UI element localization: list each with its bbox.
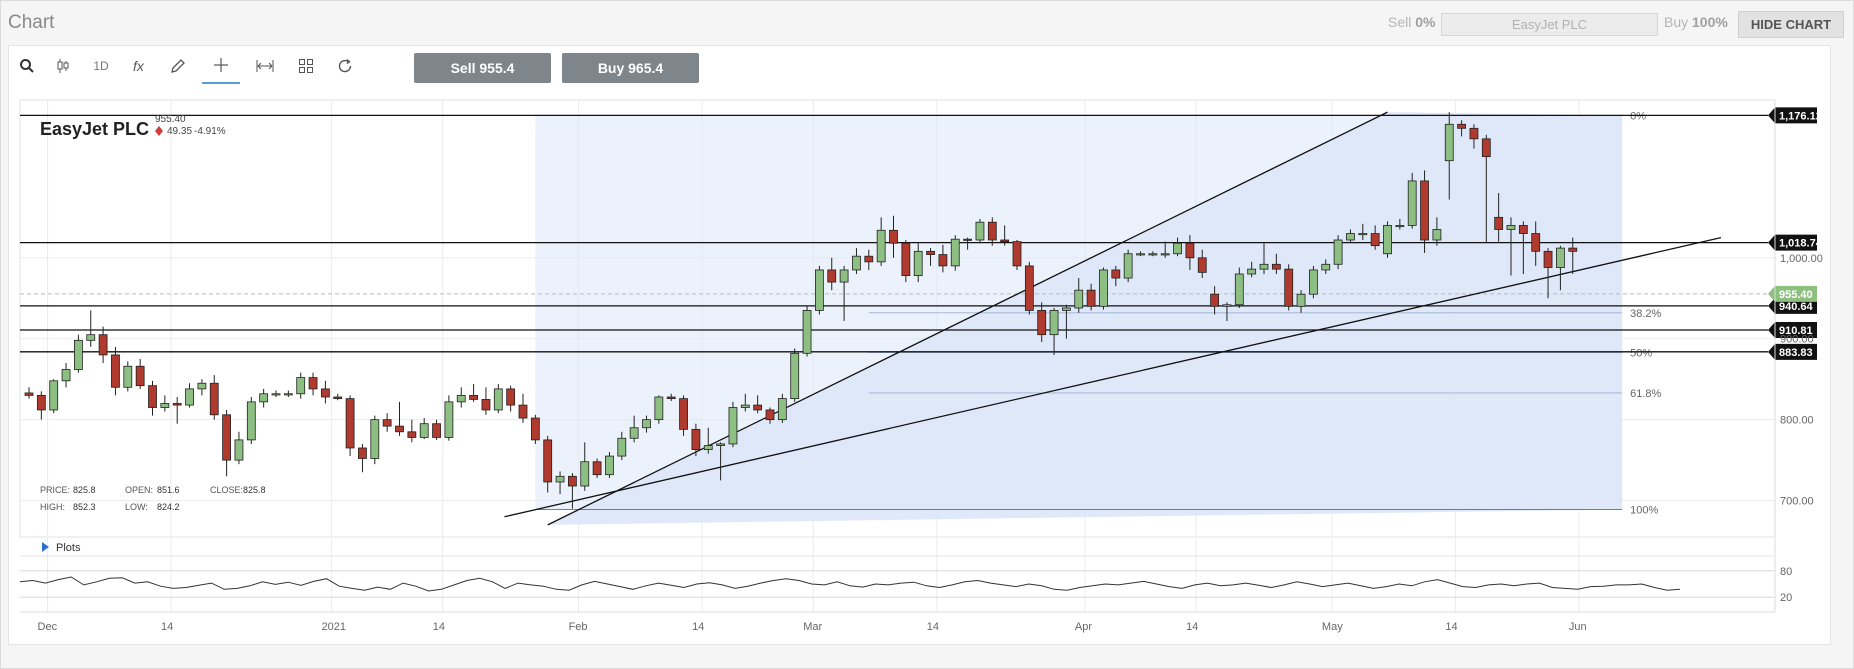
panel-title: Chart	[8, 12, 55, 33]
indicator-fx-icon[interactable]: fx	[121, 48, 159, 84]
instrument-split-bar: EasyJet PLC	[1441, 13, 1658, 36]
refresh-icon[interactable]	[326, 48, 364, 84]
hide-chart-button[interactable]: HIDE CHART	[1738, 11, 1844, 38]
buy-split-pct: 100%	[1692, 14, 1728, 30]
svg-text:fx: fx	[133, 58, 145, 74]
buy-split-label: Buy	[1664, 14, 1689, 30]
chart-card	[8, 45, 1831, 645]
sell-split: Sell 0%	[1388, 14, 1435, 34]
search-icon[interactable]	[8, 48, 46, 84]
crosshair-icon[interactable]	[202, 48, 240, 84]
buy-split: Buy 100%	[1664, 14, 1728, 34]
interval-1d[interactable]: 1D	[93, 59, 109, 73]
layout-grid-icon[interactable]	[287, 48, 325, 84]
pencil-icon[interactable]	[159, 48, 197, 84]
sell-split-label: Sell	[1388, 14, 1412, 30]
measure-icon[interactable]	[246, 48, 284, 84]
buy-button[interactable]: Buy 965.4	[562, 53, 699, 83]
sell-button[interactable]: Sell 955.4	[414, 53, 551, 83]
candlestick-icon[interactable]	[44, 48, 82, 84]
sell-split-pct: 0%	[1415, 14, 1436, 30]
